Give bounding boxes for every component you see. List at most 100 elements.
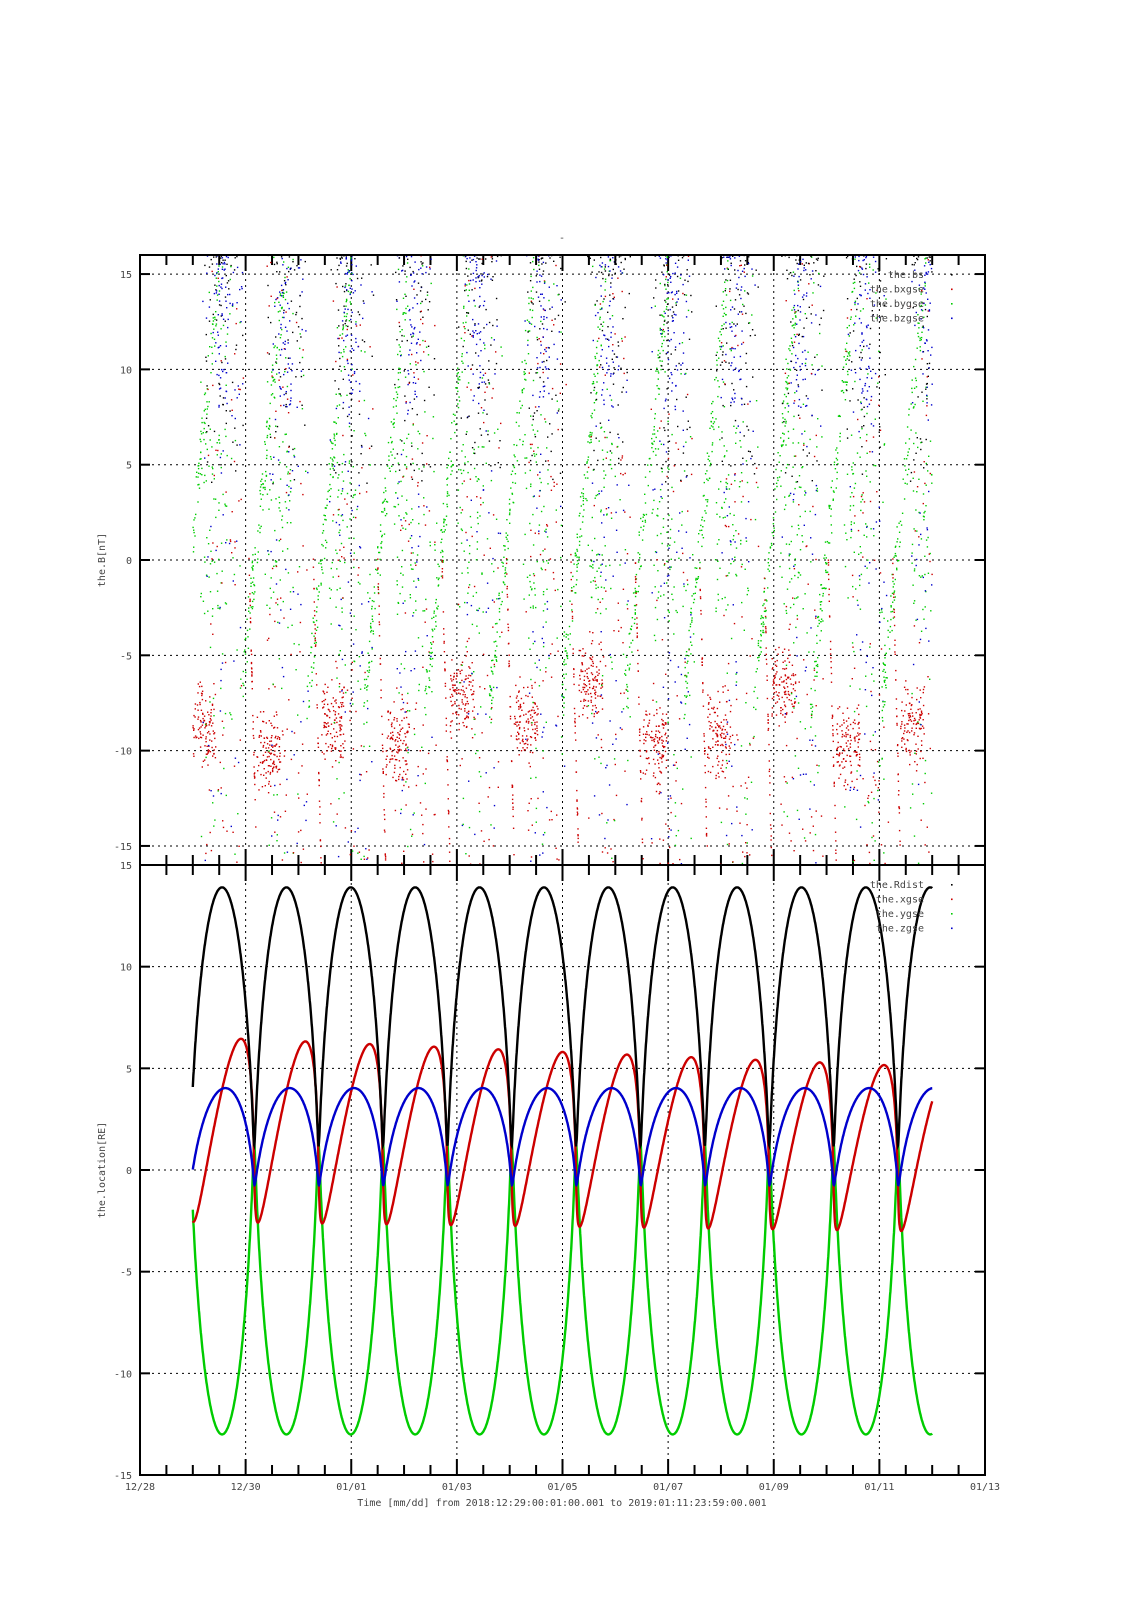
scatter-point-bs xyxy=(600,423,601,424)
scatter-point-bxgse xyxy=(592,674,593,675)
scatter-point-bzgse xyxy=(347,363,348,364)
scatter-point-bxgse xyxy=(255,826,256,827)
scatter-point-bygse xyxy=(597,341,598,342)
scatter-point-bygse xyxy=(263,487,264,488)
scatter-point-bygse xyxy=(496,623,497,624)
scatter-point-bygse xyxy=(516,412,517,413)
scatter-point-bxgse xyxy=(663,724,664,725)
scatter-point-bygse xyxy=(589,442,590,443)
scatter-point-bs xyxy=(597,460,598,461)
scatter-point-bygse xyxy=(210,333,211,334)
scatter-point-bs xyxy=(666,340,667,341)
scatter-point-bxgse xyxy=(276,711,277,712)
scatter-point-bxgse xyxy=(602,686,603,687)
scatter-point-bygse xyxy=(332,477,333,478)
scatter-point-bygse xyxy=(393,419,394,420)
scatter-point-bygse xyxy=(264,489,265,490)
scatter-point-bxgse xyxy=(208,455,209,456)
scatter-point-bzgse xyxy=(668,548,669,549)
scatter-point-bygse xyxy=(283,295,284,296)
scatter-point-bxgse xyxy=(265,772,266,773)
scatter-point-bygse xyxy=(381,511,382,512)
scatter-point-bygse xyxy=(592,567,593,568)
scatter-point-bygse xyxy=(692,554,693,555)
scatter-point-bzgse xyxy=(494,827,495,828)
scatter-point-bxgse xyxy=(451,680,452,681)
scatter-point-bs xyxy=(470,334,471,335)
scatter-point-bygse xyxy=(339,530,340,531)
scatter-point-bxgse xyxy=(520,742,521,743)
scatter-point-bxgse xyxy=(472,710,473,711)
scatter-point-bs xyxy=(543,361,544,362)
scatter-point-bxgse xyxy=(646,770,647,771)
scatter-point-bygse xyxy=(561,525,562,526)
scatter-point-bxgse xyxy=(384,830,385,831)
scatter-point-bygse xyxy=(317,627,318,628)
scatter-point-bxgse xyxy=(386,764,387,765)
scatter-point-bygse xyxy=(223,768,224,769)
scatter-point-bxgse xyxy=(659,784,660,785)
scatter-point-bs xyxy=(487,276,488,277)
scatter-point-bxgse xyxy=(545,569,546,570)
scatter-point-bygse xyxy=(513,444,514,445)
scatter-point-bxgse xyxy=(532,716,533,717)
scatter-point-bygse xyxy=(338,798,339,799)
scatter-point-bzgse xyxy=(604,838,605,839)
scatter-point-bygse xyxy=(575,552,576,553)
scatter-point-bzgse xyxy=(539,281,540,282)
scatter-point-bxgse xyxy=(397,749,398,750)
scatter-point-bygse xyxy=(252,608,253,609)
scatter-point-bs xyxy=(663,427,664,428)
scatter-point-bzgse xyxy=(217,332,218,333)
scatter-point-bxgse xyxy=(458,669,459,670)
scatter-point-bygse xyxy=(467,572,468,573)
scatter-point-bs xyxy=(610,282,611,283)
scatter-point-bxgse xyxy=(600,303,601,304)
scatter-point-bygse xyxy=(217,608,218,609)
scatter-point-bxgse xyxy=(319,801,320,802)
scatter-point-bs xyxy=(490,344,491,345)
scatter-point-bygse xyxy=(386,513,387,514)
scatter-point-bygse xyxy=(248,596,249,597)
scatter-point-bygse xyxy=(325,540,326,541)
scatter-point-bs xyxy=(358,311,359,312)
scatter-point-bygse xyxy=(574,592,575,593)
scatter-point-bzgse xyxy=(206,317,207,318)
scatter-point-bxgse xyxy=(214,738,215,739)
scatter-point-bygse xyxy=(583,488,584,489)
scatter-point-bxgse xyxy=(251,654,252,655)
scatter-point-bygse xyxy=(235,440,236,441)
scatter-point-bxgse xyxy=(656,709,657,710)
scatter-point-bygse xyxy=(311,633,312,634)
scatter-point-bygse xyxy=(665,279,666,280)
scatter-point-bxgse xyxy=(603,656,604,657)
scatter-point-bxgse xyxy=(651,842,652,843)
scatter-point-bxgse xyxy=(268,688,269,689)
scatter-point-bxgse xyxy=(524,727,525,728)
scatter-point-bxgse xyxy=(585,670,586,671)
scatter-point-bxgse xyxy=(339,683,340,684)
scatter-point-bxgse xyxy=(253,738,254,739)
scatter-point-bxgse xyxy=(401,729,402,730)
scatter-point-bxgse xyxy=(204,727,205,728)
scatter-point-bxgse xyxy=(260,774,261,775)
scatter-point-bygse xyxy=(659,353,660,354)
scatter-point-bzgse xyxy=(277,819,278,820)
scatter-point-bs xyxy=(342,286,343,287)
scatter-point-bxgse xyxy=(661,740,662,741)
scatter-point-bs xyxy=(541,258,542,259)
scatter-point-bzgse xyxy=(557,412,558,413)
scatter-point-bxgse xyxy=(522,739,523,740)
scatter-point-bs xyxy=(298,326,299,327)
scatter-point-bzgse xyxy=(557,358,558,359)
scatter-point-bygse xyxy=(369,641,370,642)
scatter-point-bygse xyxy=(446,524,447,525)
scatter-point-bs xyxy=(655,279,656,280)
scatter-point-bygse xyxy=(661,314,662,315)
scatter-point-bxgse xyxy=(653,747,654,748)
scatter-point-bxgse xyxy=(286,794,287,795)
scatter-point-bygse xyxy=(689,695,690,696)
scatter-point-bygse xyxy=(374,608,375,609)
scatter-point-bxgse xyxy=(537,363,538,364)
scatter-point-bygse xyxy=(685,373,686,374)
